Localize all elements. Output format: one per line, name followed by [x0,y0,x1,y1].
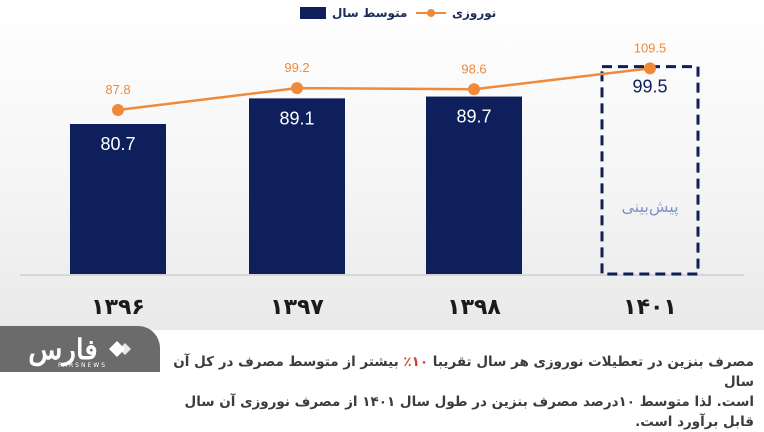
logo-text: فارس [28,332,98,366]
legend-swatch-bar [300,7,326,19]
caption-line-1: مصرف بنزین در تعطیلات نوروزی هر سال تقری… [168,352,754,392]
bar-0 [70,124,166,274]
bar-label-2: 89.7 [456,107,491,127]
legend-item-average: متوسط سال [300,6,407,20]
legend-label-nowruz: نوروزی [452,6,497,20]
line-nowruz [117,67,651,112]
line-point-1 [291,82,303,95]
bar-2 [426,96,522,274]
chart-svg: 80.7 89.1 89.7 99.5 پیش‌بینی 87.8 99.2 98.6 109.… [20,40,744,320]
legend-item-nowruz: نوروزی [416,6,496,20]
caption-highlight: ۱۰٪ [403,354,429,370]
line-label-0: 87.8 [105,82,130,97]
bar-1 [249,98,345,274]
legend-swatch-line [416,7,446,19]
x-tick-label-0: ۱۳۹۶ [91,295,145,320]
caption-line-1-a: مصرف بنزین در تعطیلات نوروزی هر سال تقری… [428,354,754,370]
line-label-1: 99.2 [284,60,309,75]
caption-line-1-b: بیشتر از متوسط مصرف در کل آن سال [173,354,754,390]
bar-label-0: 80.7 [100,134,135,154]
legend-label-average: متوسط سال [332,6,408,20]
bar-label-1: 89.1 [279,108,314,128]
bar-forecast-3 [600,65,700,276]
logo-subtext: FARSNEWS [58,362,108,369]
x-tick-label-1: ۱۳۹۷ [270,295,324,320]
line-label-2: 98.6 [461,61,486,76]
line-point-3 [644,62,656,75]
chart-area: 80.7 89.1 89.7 99.5 پیش‌بینی 87.8 99.2 98.6 109.… [0,0,764,330]
caption-line-2: است. لذا متوسط ۱۰درصد مصرف بنزین در طول … [184,394,754,430]
forecast-label: پیش‌بینی [621,197,678,217]
x-tick-label-3: ۱۴۰۱ [623,295,677,320]
x-tick-label-2: ۱۳۹۸ [447,295,501,320]
line-point-0 [112,104,124,116]
line-label-3: 109.5 [634,40,667,55]
line-point-2 [468,83,480,96]
farsnews-logo: فارس FARSNEWS [0,326,160,372]
caption: مصرف بنزین در تعطیلات نوروزی هر سال تقری… [168,352,754,432]
bar-label-3: 99.5 [632,77,667,97]
logo-mark-icon [108,341,131,357]
